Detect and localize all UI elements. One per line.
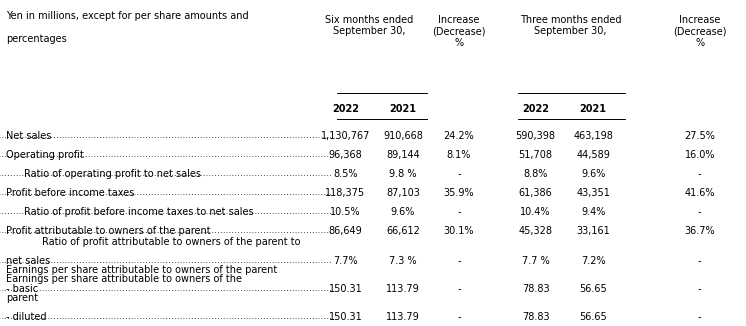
- Text: ................................................................................: ........................................…: [0, 207, 332, 216]
- Text: ................................................................................: ........................................…: [0, 226, 332, 235]
- Text: 590,398: 590,398: [515, 131, 556, 141]
- Text: 113.79: 113.79: [386, 312, 420, 322]
- Text: Six months ended
September 30,: Six months ended September 30,: [325, 15, 413, 36]
- Text: 8.1%: 8.1%: [447, 150, 471, 160]
- Text: 9.4%: 9.4%: [581, 207, 605, 217]
- Text: 27.5%: 27.5%: [684, 131, 715, 141]
- Text: 7.3 %: 7.3 %: [389, 256, 417, 266]
- Text: -: -: [457, 207, 460, 217]
- Text: 7.7%: 7.7%: [333, 256, 358, 266]
- Text: 56.65: 56.65: [579, 312, 607, 322]
- Text: Operating profit: Operating profit: [6, 150, 84, 160]
- Text: Increase
(Decrease)
%: Increase (Decrease) %: [673, 15, 727, 48]
- Text: Earnings per share attributable to owners of the: Earnings per share attributable to owner…: [6, 274, 242, 285]
- Text: -: -: [698, 256, 701, 266]
- Text: 9.6%: 9.6%: [391, 207, 415, 217]
- Text: -: -: [457, 284, 460, 294]
- Text: 51,708: 51,708: [518, 150, 553, 160]
- Text: parent: parent: [6, 293, 38, 304]
- Text: 78.83: 78.83: [521, 284, 550, 294]
- Text: 56.65: 56.65: [579, 284, 607, 294]
- Text: Ratio of operating profit to net sales: Ratio of operating profit to net sales: [24, 169, 201, 179]
- Text: 44,589: 44,589: [576, 150, 610, 160]
- Text: -: -: [698, 207, 701, 217]
- Text: Increase
(Decrease)
%: Increase (Decrease) %: [432, 15, 486, 48]
- Text: 8.8%: 8.8%: [524, 169, 548, 179]
- Text: 2022: 2022: [522, 104, 549, 114]
- Text: 150.31: 150.31: [328, 312, 363, 322]
- Text: 16.0%: 16.0%: [685, 150, 715, 160]
- Text: 66,612: 66,612: [386, 226, 420, 236]
- Text: Ratio of profit before income taxes to net sales: Ratio of profit before income taxes to n…: [24, 207, 254, 217]
- Text: 2021: 2021: [580, 104, 606, 114]
- Text: 118,375: 118,375: [325, 188, 366, 198]
- Text: ................................................................................: ........................................…: [0, 312, 332, 321]
- Text: ................................................................................: ........................................…: [0, 131, 332, 140]
- Text: 113.79: 113.79: [386, 284, 420, 294]
- Text: -: -: [698, 312, 701, 322]
- Text: 78.83: 78.83: [521, 312, 550, 322]
- Text: 24.2%: 24.2%: [443, 131, 474, 141]
- Text: 45,328: 45,328: [518, 226, 553, 236]
- Text: 1,130,767: 1,130,767: [321, 131, 370, 141]
- Text: 41.6%: 41.6%: [685, 188, 715, 198]
- Text: 150.31: 150.31: [328, 284, 363, 294]
- Text: 89,144: 89,144: [386, 150, 420, 160]
- Text: ................................................................................: ........................................…: [0, 284, 332, 293]
- Text: 910,668: 910,668: [383, 131, 423, 141]
- Text: Earnings per share attributable to owners of the parent: Earnings per share attributable to owner…: [6, 265, 278, 275]
- Text: ................................................................................: ........................................…: [0, 256, 332, 265]
- Text: 10.5%: 10.5%: [330, 207, 361, 217]
- Text: net sales: net sales: [6, 256, 50, 266]
- Text: 8.5%: 8.5%: [333, 169, 357, 179]
- Text: 9.8 %: 9.8 %: [389, 169, 416, 179]
- Text: 96,368: 96,368: [328, 150, 363, 160]
- Text: Yen in millions, except for per share amounts and: Yen in millions, except for per share am…: [6, 11, 248, 22]
- Text: -: -: [457, 256, 460, 266]
- Text: - diluted: - diluted: [6, 312, 46, 322]
- Text: 87,103: 87,103: [386, 188, 420, 198]
- Text: 43,351: 43,351: [576, 188, 610, 198]
- Text: 10.4%: 10.4%: [521, 207, 551, 217]
- Text: 36.7%: 36.7%: [684, 226, 715, 236]
- Text: 7.2%: 7.2%: [580, 256, 606, 266]
- Text: 86,649: 86,649: [328, 226, 363, 236]
- Text: 30.1%: 30.1%: [444, 226, 474, 236]
- Text: Profit before income taxes: Profit before income taxes: [6, 188, 134, 198]
- Text: 9.6%: 9.6%: [581, 169, 605, 179]
- Text: ................................................................................: ........................................…: [0, 169, 332, 178]
- Text: 2022: 2022: [332, 104, 359, 114]
- Text: -: -: [457, 169, 460, 179]
- Text: 7.7 %: 7.7 %: [521, 256, 550, 266]
- Text: ................................................................................: ........................................…: [0, 188, 332, 197]
- Text: 35.9%: 35.9%: [443, 188, 474, 198]
- Text: percentages: percentages: [6, 34, 66, 44]
- Text: 2021: 2021: [389, 104, 416, 114]
- Text: ................................................................................: ........................................…: [0, 150, 332, 159]
- Text: 33,161: 33,161: [576, 226, 610, 236]
- Text: Profit attributable to owners of the parent: Profit attributable to owners of the par…: [6, 226, 210, 236]
- Text: Three months ended
September 30,: Three months ended September 30,: [520, 15, 621, 36]
- Text: 463,198: 463,198: [573, 131, 613, 141]
- Text: -: -: [698, 284, 701, 294]
- Text: Ratio of profit attributable to owners of the parent to: Ratio of profit attributable to owners o…: [42, 237, 301, 247]
- Text: - basic: - basic: [6, 284, 38, 294]
- Text: Net sales: Net sales: [6, 131, 51, 141]
- Text: 61,386: 61,386: [518, 188, 553, 198]
- Text: -: -: [698, 169, 701, 179]
- Text: -: -: [457, 312, 460, 322]
